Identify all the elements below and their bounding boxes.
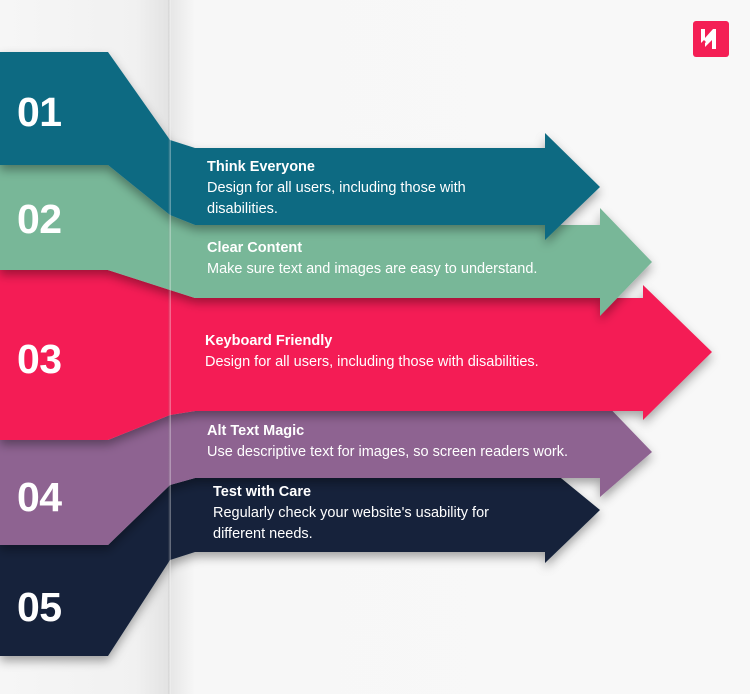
step-4-text: Alt Text Magic Use descriptive text for … <box>207 421 627 463</box>
step-description: Make sure text and images are easy to un… <box>207 261 538 277</box>
brand-logo <box>693 21 729 57</box>
step-title: Keyboard Friendly <box>205 333 333 349</box>
step-2-band <box>0 165 652 316</box>
step-title: Think Everyone <box>207 159 315 175</box>
fold-line <box>168 0 171 694</box>
step-description: Regularly check your website's usability… <box>213 505 489 542</box>
step-2-text: Clear Content Make sure text and images … <box>207 238 607 280</box>
step-description: Design for all users, including those wi… <box>205 354 539 370</box>
step-5-text: Test with Care Regularly check your webs… <box>213 482 533 545</box>
step-3-band <box>0 270 712 440</box>
step-1-text: Think Everyone Design for all users, inc… <box>207 157 527 220</box>
step-1-band <box>0 52 600 240</box>
step-description: Design for all users, including those wi… <box>207 180 466 217</box>
step-title: Clear Content <box>207 240 303 256</box>
step-title: Alt Text Magic <box>207 423 305 439</box>
km-logo-icon <box>701 29 716 49</box>
step-number: 05 <box>17 584 62 630</box>
step-number: 04 <box>17 474 62 520</box>
step-number: 02 <box>17 196 62 242</box>
step-number: 03 <box>17 336 62 382</box>
step-3-text: Keyboard Friendly Design for all users, … <box>205 331 625 373</box>
step-description: Use descriptive text for images, so scre… <box>207 444 569 460</box>
step-4-band <box>0 398 652 545</box>
step-title: Test with Care <box>213 484 312 500</box>
step-number: 01 <box>17 89 62 135</box>
step-5-band <box>0 465 600 656</box>
